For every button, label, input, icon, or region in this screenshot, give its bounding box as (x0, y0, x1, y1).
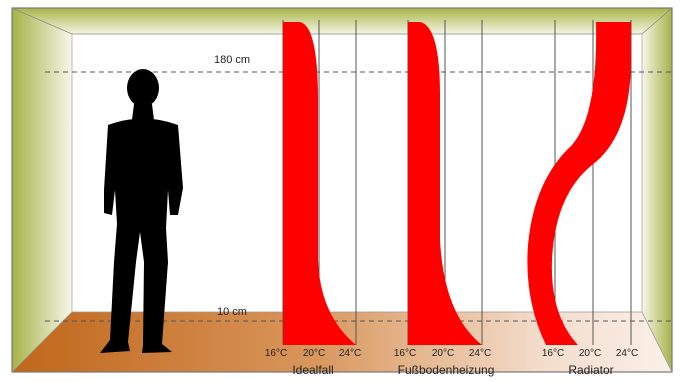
tick-label: 20°C (303, 348, 325, 359)
left-wall (12, 8, 72, 372)
tick-label: 20°C (432, 348, 454, 359)
floor-edges (11, 311, 673, 373)
tick-label: 24°C (339, 348, 361, 359)
tick-label: 16°C (265, 348, 287, 359)
tick-label: 16°C (542, 348, 564, 359)
tick-label: 24°C (616, 348, 638, 359)
profile-name-radiator: Radiator (568, 363, 613, 377)
person-silhouette (100, 69, 183, 353)
tick-label: 16°C (394, 348, 416, 359)
profile-name-fussbodenheizung: Fußbodenheizung (398, 363, 495, 377)
room-frame (11, 7, 673, 373)
profile-fussbodenheizung (408, 22, 482, 345)
tick-label: 20°C (579, 348, 601, 359)
profile-idealfall (283, 22, 356, 345)
profile-name-idealfall: Idealfall (292, 363, 333, 377)
tick-label: 24°C (469, 348, 491, 359)
right-wall (642, 8, 672, 372)
ceiling-edges (11, 7, 673, 35)
profile-radiator (527, 22, 632, 345)
tick-labels-fussbodenheizung: 16°C 20°C 24°C (394, 348, 491, 359)
tick-labels-idealfall: 16°C 20°C 24°C (265, 348, 361, 359)
tick-labels-radiator: 16°C 20°C 24°C (542, 348, 638, 359)
floor-height-label: 10 cm (217, 306, 247, 318)
ceiling-height-label: 180 cm (214, 54, 250, 66)
ceiling (12, 8, 672, 34)
